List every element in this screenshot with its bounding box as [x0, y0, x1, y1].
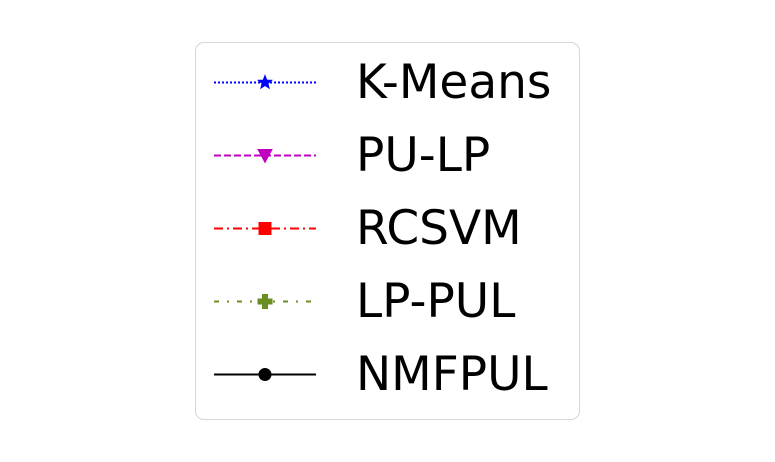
legend-marker-circle: [258, 368, 272, 381]
legend-label: NMFPUL: [356, 347, 548, 402]
legend-label: LP-PUL: [356, 274, 516, 329]
legend-label: PU-LP: [356, 128, 491, 183]
legend-label: K-Means: [356, 55, 552, 110]
chart-legend: K-Means PU-LP RCSVM LP-PUL NMFPUL: [195, 42, 580, 420]
legend-swatch: [214, 74, 316, 90]
legend-swatch: [214, 294, 316, 309]
legend-marker-square: [258, 222, 272, 235]
legend-entry: RCSVM: [196, 192, 581, 265]
legend-entry: LP-PUL: [196, 265, 581, 338]
legend-marker-plus-filled: [257, 294, 273, 309]
legend-swatch: [214, 368, 316, 381]
legend-marker-triangle-down: [257, 149, 273, 164]
legend-label: RCSVM: [356, 201, 522, 256]
legend-marker-star: [257, 74, 273, 90]
legend-swatch: [214, 149, 316, 164]
legend-entry: PU-LP: [196, 119, 581, 192]
legend-entry: K-Means: [196, 46, 581, 119]
legend-entry: NMFPUL: [196, 338, 581, 411]
legend-swatch: [214, 222, 316, 235]
